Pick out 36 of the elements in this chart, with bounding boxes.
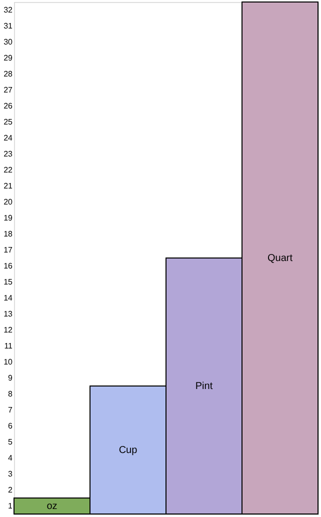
y-tick-label: 30	[4, 38, 14, 46]
y-tick-label: 17	[4, 246, 14, 254]
y-tick-label: 27	[4, 86, 14, 94]
y-tick-label: 7	[8, 406, 14, 414]
y-tick-label: 26	[4, 102, 14, 110]
x-tick-label: Pint	[195, 381, 213, 392]
y-tick-label: 12	[4, 326, 14, 334]
x-tick-label: oz	[46, 501, 58, 512]
y-tick-label: 16	[4, 262, 14, 270]
y-tick-label: 2	[8, 486, 14, 494]
y-tick-label: 18	[4, 230, 14, 238]
y-tick-label: 28	[4, 70, 14, 78]
y-tick-label: 22	[4, 166, 14, 174]
y-tick-label: 23	[4, 150, 14, 158]
y-tick-label: 15	[4, 278, 14, 286]
y-tick-label: 31	[4, 22, 14, 30]
y-tick-label: 21	[4, 182, 14, 190]
y-tick-label: 14	[4, 294, 14, 302]
y-tick-label: 13	[4, 310, 14, 318]
x-tick-label: Cup	[118, 445, 138, 456]
y-tick-label: 25	[4, 118, 14, 126]
y-tick-label: 29	[4, 54, 14, 62]
y-tick-label: 20	[4, 198, 14, 206]
y-tick-label: 5	[8, 438, 14, 446]
y-tick-label: 1	[8, 502, 14, 510]
y-tick-label: 32	[4, 6, 14, 14]
y-tick-label: 11	[4, 342, 14, 350]
y-tick-label: 8	[8, 390, 14, 398]
y-tick-label: 6	[8, 422, 14, 430]
y-tick-label: 4	[8, 454, 14, 462]
y-tick-label: 10	[4, 358, 14, 366]
y-tick-label: 9	[8, 374, 14, 382]
y-tick-label: 3	[8, 470, 14, 478]
x-tick-label: Quart	[267, 253, 293, 264]
y-tick-label: 19	[4, 214, 14, 222]
y-tick-label: 24	[4, 134, 14, 142]
